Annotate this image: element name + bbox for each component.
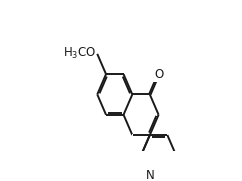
Text: O: O — [154, 68, 163, 81]
Text: N: N — [145, 169, 154, 181]
Text: H$_3$CO: H$_3$CO — [62, 46, 96, 61]
Text: O: O — [132, 134, 133, 136]
